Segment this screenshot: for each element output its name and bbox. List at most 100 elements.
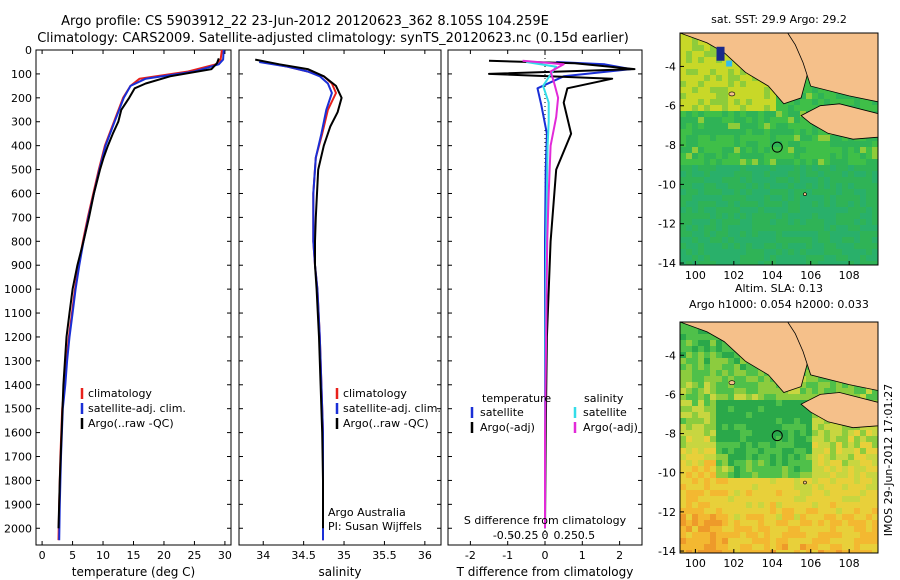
map-cell	[824, 544, 830, 550]
map-cell	[806, 141, 812, 147]
map-cell	[728, 370, 734, 376]
map-cell	[764, 550, 770, 553]
map-cell	[710, 406, 716, 412]
map-cell	[710, 123, 716, 129]
map-cell	[818, 213, 824, 219]
map-cell	[740, 508, 746, 514]
map-cell	[872, 219, 878, 225]
map-cell	[746, 237, 752, 243]
map-cell	[716, 466, 722, 472]
map-cell	[866, 189, 872, 195]
map-cell	[716, 135, 722, 141]
map-cell	[782, 261, 788, 265]
map-cell	[860, 544, 866, 550]
map-cell	[722, 424, 728, 430]
map-cell	[746, 207, 752, 213]
map-cell	[728, 400, 734, 406]
map-cell	[698, 334, 704, 340]
map-cell	[692, 39, 698, 45]
map-cell	[812, 141, 818, 147]
map-cell	[842, 520, 848, 526]
map-cell	[710, 418, 716, 424]
map-cell	[692, 430, 698, 436]
map-cell	[698, 243, 704, 249]
map-cell	[704, 478, 710, 484]
map-cell	[806, 388, 812, 394]
map-cell	[734, 105, 740, 111]
map-cell	[728, 436, 734, 442]
map-cell	[716, 400, 722, 406]
map-cell	[746, 364, 752, 370]
map-cell	[872, 472, 878, 478]
map-cell	[770, 412, 776, 418]
map-cell	[794, 538, 800, 544]
map-cell	[848, 159, 854, 165]
map-cell	[680, 502, 686, 508]
map-cell	[758, 430, 764, 436]
map-cell	[776, 466, 782, 472]
map-cell	[728, 346, 734, 352]
map-cell	[830, 135, 836, 141]
map-cell	[764, 406, 770, 412]
map-cell	[752, 243, 758, 249]
y-tick-label: 100	[11, 68, 32, 81]
map-cell	[728, 508, 734, 514]
map-cell	[752, 484, 758, 490]
map-cell	[740, 141, 746, 147]
map-cell	[830, 207, 836, 213]
map-cell	[866, 544, 872, 550]
map-cell	[698, 484, 704, 490]
map-cell	[686, 430, 692, 436]
map-cell	[794, 412, 800, 418]
map-cell	[746, 544, 752, 550]
map-cell	[734, 424, 740, 430]
map-cell	[800, 183, 806, 189]
map-cell	[872, 388, 878, 394]
map-cell	[692, 346, 698, 352]
map-cell	[812, 418, 818, 424]
map-cell	[716, 376, 722, 382]
map-cell	[764, 255, 770, 261]
map-cell	[782, 460, 788, 466]
map-cell	[872, 454, 878, 460]
map-cell	[872, 177, 878, 183]
map-cell	[812, 231, 818, 237]
map-cell	[686, 231, 692, 237]
map-cell	[692, 141, 698, 147]
map-cell	[782, 454, 788, 460]
map-cell	[716, 388, 722, 394]
map-cell	[686, 111, 692, 117]
map-cell	[758, 394, 764, 400]
map-cell	[824, 183, 830, 189]
map-cell	[872, 105, 878, 111]
map-cell	[680, 394, 686, 400]
map-cell	[686, 177, 692, 183]
map-cell	[842, 243, 848, 249]
map-cell	[764, 424, 770, 430]
map-cell	[734, 478, 740, 484]
map-cell	[728, 502, 734, 508]
map-cell	[734, 129, 740, 135]
map-cell	[872, 207, 878, 213]
map-cell	[704, 538, 710, 544]
x-tick-label: 15	[127, 549, 141, 562]
figure-title-line2: Climatology: CARS2009. Satellite-adjuste…	[37, 31, 629, 46]
map-cell	[752, 544, 758, 550]
map-cell	[806, 231, 812, 237]
map-cell	[680, 105, 686, 111]
plot-frame	[238, 49, 442, 546]
map-cell	[830, 177, 836, 183]
map-cell	[812, 460, 818, 466]
map-cell	[830, 526, 836, 532]
map-cell	[734, 370, 740, 376]
map-cell	[770, 93, 776, 99]
map-cell	[728, 141, 734, 147]
map-cell	[698, 99, 704, 105]
map-cell	[758, 370, 764, 376]
map-cell	[776, 400, 782, 406]
map-cell	[722, 81, 728, 87]
map-cell	[812, 496, 818, 502]
map-cell	[710, 538, 716, 544]
map-cell	[680, 490, 686, 496]
map-cell	[692, 418, 698, 424]
